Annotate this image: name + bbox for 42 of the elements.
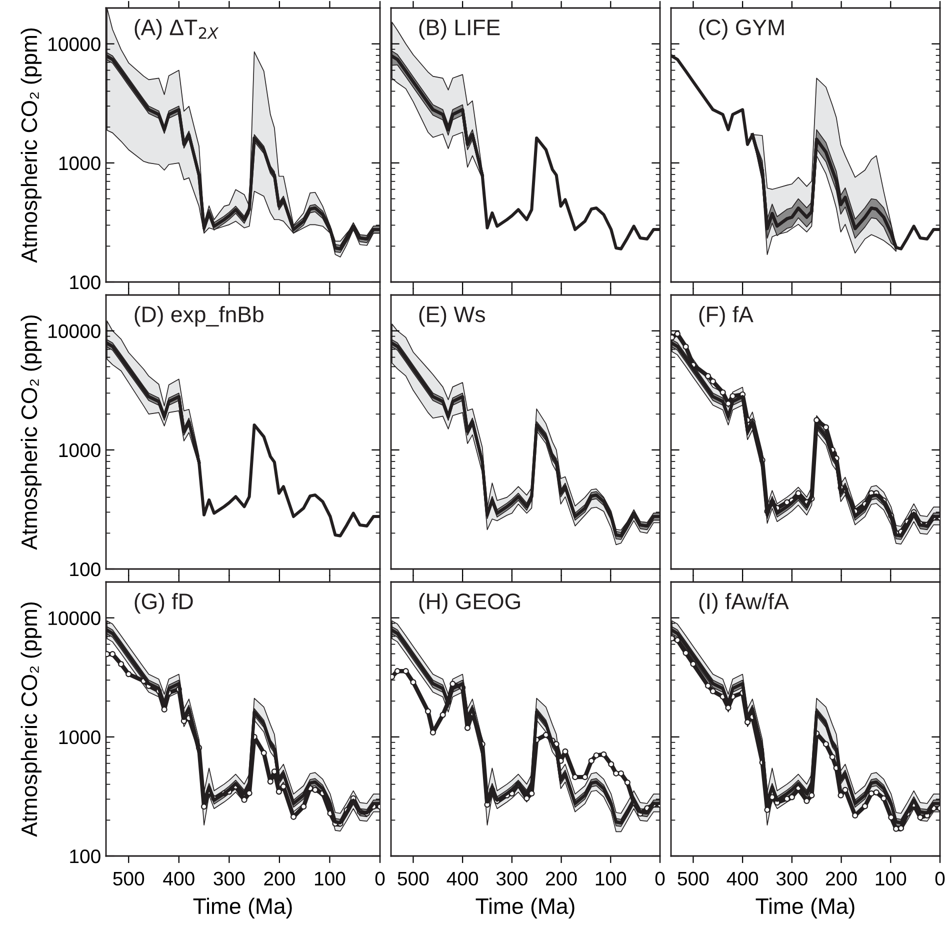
x-tick-label: 300 [496, 872, 528, 886]
x-tick-label: 0 [935, 872, 945, 886]
x-tick-label: 100 [876, 872, 906, 886]
x-tick-label: 500 [113, 872, 144, 886]
x-tick-label: 500 [398, 872, 429, 886]
x-tick-label: 400 [726, 872, 758, 886]
y-tick-label: 10000 [48, 37, 100, 52]
x-axis-title: Time (Ma) [193, 898, 292, 918]
y-tick-label: 1000 [59, 730, 100, 744]
x-tick-label: 300 [776, 872, 808, 886]
x-tick-label: 200 [826, 872, 857, 886]
x-tick-label: 100 [596, 872, 626, 886]
y-tick-label: 1000 [59, 156, 100, 170]
x-tick-label: 500 [678, 872, 709, 886]
x-tick-label: 200 [546, 872, 577, 886]
chart-title: (F) fA [699, 306, 754, 327]
x-tick-label: 100 [314, 872, 346, 886]
y-tick-label: 100 [70, 275, 100, 290]
x-tick-label: 400 [446, 872, 478, 886]
y-tick-label: 1000 [59, 443, 100, 458]
y-tick-label: 10000 [48, 324, 100, 338]
y-tick-label: 100 [70, 849, 100, 864]
x-axis-title: Time (Ma) [476, 898, 574, 918]
chart-title: (I) fAw/fA [699, 592, 789, 614]
y-tick-label: 10000 [48, 611, 100, 626]
y-axis-title: Atmospheric CO₂ (ppm) [20, 602, 42, 837]
x-tick-label: 0 [375, 872, 385, 886]
chart-title: (G) fD [134, 592, 193, 614]
chart-title: (C) GYM [699, 18, 784, 40]
x-axis-title: Time (Ma) [756, 898, 854, 918]
chart-title: (D) exp_fnBb [134, 306, 264, 327]
x-tick-label: 300 [214, 872, 245, 886]
y-axis-title: Atmospheric CO₂ (ppm) [20, 315, 42, 550]
y-tick-label: 100 [70, 562, 100, 576]
x-tick-label: 0 [655, 872, 665, 886]
x-tick-label: 400 [163, 872, 194, 886]
chart-title: (A) ΔT$_{2X}$ [134, 18, 219, 40]
chart-title: (E) Ws [419, 306, 485, 327]
chart-title: (H) GEOG [419, 592, 520, 614]
y-axis-title: Atmospheric CO₂ (ppm) [20, 28, 42, 263]
chart-title: (B) LIFE [419, 18, 500, 40]
x-tick-label: 200 [264, 872, 295, 886]
